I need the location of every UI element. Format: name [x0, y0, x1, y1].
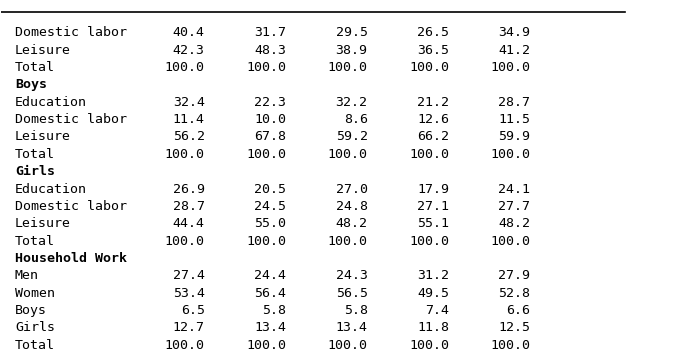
Text: 100.0: 100.0: [247, 148, 286, 161]
Text: 100.0: 100.0: [409, 148, 449, 161]
Text: Girls: Girls: [15, 165, 55, 178]
Text: 10.0: 10.0: [254, 113, 286, 126]
Text: 100.0: 100.0: [409, 235, 449, 248]
Text: 48.2: 48.2: [498, 217, 530, 230]
Text: Boys: Boys: [15, 304, 47, 317]
Text: 11.5: 11.5: [498, 113, 530, 126]
Text: 100.0: 100.0: [165, 339, 205, 352]
Text: 100.0: 100.0: [328, 235, 368, 248]
Text: Domestic labor: Domestic labor: [15, 200, 127, 213]
Text: 40.4: 40.4: [173, 26, 205, 39]
Text: 59.9: 59.9: [498, 130, 530, 143]
Text: 24.5: 24.5: [254, 200, 286, 213]
Text: 17.9: 17.9: [417, 183, 449, 195]
Text: 27.4: 27.4: [173, 269, 205, 282]
Text: 20.5: 20.5: [254, 183, 286, 195]
Text: 24.1: 24.1: [498, 183, 530, 195]
Text: 12.6: 12.6: [417, 113, 449, 126]
Text: Leisure: Leisure: [15, 130, 71, 143]
Text: 100.0: 100.0: [409, 61, 449, 74]
Text: 100.0: 100.0: [165, 235, 205, 248]
Text: Girls: Girls: [15, 321, 55, 335]
Text: 28.7: 28.7: [173, 200, 205, 213]
Text: 7.4: 7.4: [425, 304, 449, 317]
Text: 100.0: 100.0: [328, 339, 368, 352]
Text: 32.2: 32.2: [336, 96, 368, 109]
Text: 42.3: 42.3: [173, 44, 205, 57]
Text: 59.2: 59.2: [336, 130, 368, 143]
Text: 6.5: 6.5: [181, 304, 205, 317]
Text: 52.8: 52.8: [498, 287, 530, 300]
Text: 100.0: 100.0: [247, 339, 286, 352]
Text: 24.3: 24.3: [336, 269, 368, 282]
Text: 100.0: 100.0: [247, 235, 286, 248]
Text: Education: Education: [15, 183, 87, 195]
Text: 100.0: 100.0: [328, 61, 368, 74]
Text: Household Work: Household Work: [15, 252, 127, 265]
Text: 27.9: 27.9: [498, 269, 530, 282]
Text: Total: Total: [15, 235, 55, 248]
Text: 27.0: 27.0: [336, 183, 368, 195]
Text: 67.8: 67.8: [254, 130, 286, 143]
Text: Leisure: Leisure: [15, 217, 71, 230]
Text: 13.4: 13.4: [254, 321, 286, 335]
Text: 48.3: 48.3: [254, 44, 286, 57]
Text: 49.5: 49.5: [417, 287, 449, 300]
Text: 100.0: 100.0: [490, 235, 530, 248]
Text: 6.6: 6.6: [507, 304, 530, 317]
Text: 28.7: 28.7: [498, 96, 530, 109]
Text: 11.8: 11.8: [417, 321, 449, 335]
Text: 36.5: 36.5: [417, 44, 449, 57]
Text: 5.8: 5.8: [344, 304, 368, 317]
Text: Education: Education: [15, 96, 87, 109]
Text: 26.9: 26.9: [173, 183, 205, 195]
Text: 48.2: 48.2: [336, 217, 368, 230]
Text: 53.4: 53.4: [173, 287, 205, 300]
Text: 56.4: 56.4: [254, 287, 286, 300]
Text: 31.2: 31.2: [417, 269, 449, 282]
Text: 24.8: 24.8: [336, 200, 368, 213]
Text: 100.0: 100.0: [490, 148, 530, 161]
Text: 11.4: 11.4: [173, 113, 205, 126]
Text: 21.2: 21.2: [417, 96, 449, 109]
Text: 38.9: 38.9: [336, 44, 368, 57]
Text: 100.0: 100.0: [490, 339, 530, 352]
Text: 55.0: 55.0: [254, 217, 286, 230]
Text: 100.0: 100.0: [165, 148, 205, 161]
Text: 29.5: 29.5: [336, 26, 368, 39]
Text: Total: Total: [15, 339, 55, 352]
Text: 24.4: 24.4: [254, 269, 286, 282]
Text: 22.3: 22.3: [254, 96, 286, 109]
Text: 41.2: 41.2: [498, 44, 530, 57]
Text: 13.4: 13.4: [336, 321, 368, 335]
Text: Total: Total: [15, 61, 55, 74]
Text: 56.2: 56.2: [173, 130, 205, 143]
Text: 27.7: 27.7: [498, 200, 530, 213]
Text: 56.5: 56.5: [336, 287, 368, 300]
Text: 100.0: 100.0: [409, 339, 449, 352]
Text: Boys: Boys: [15, 78, 47, 91]
Text: Domestic labor: Domestic labor: [15, 26, 127, 39]
Text: 44.4: 44.4: [173, 217, 205, 230]
Text: 100.0: 100.0: [247, 61, 286, 74]
Text: 8.6: 8.6: [344, 113, 368, 126]
Text: 55.1: 55.1: [417, 217, 449, 230]
Text: 66.2: 66.2: [417, 130, 449, 143]
Text: 100.0: 100.0: [165, 61, 205, 74]
Text: 27.1: 27.1: [417, 200, 449, 213]
Text: 34.9: 34.9: [498, 26, 530, 39]
Text: 31.7: 31.7: [254, 26, 286, 39]
Text: Men: Men: [15, 269, 39, 282]
Text: 12.5: 12.5: [498, 321, 530, 335]
Text: 100.0: 100.0: [328, 148, 368, 161]
Text: 5.8: 5.8: [262, 304, 286, 317]
Text: 12.7: 12.7: [173, 321, 205, 335]
Text: 100.0: 100.0: [490, 61, 530, 74]
Text: Leisure: Leisure: [15, 44, 71, 57]
Text: Women: Women: [15, 287, 55, 300]
Text: 32.4: 32.4: [173, 96, 205, 109]
Text: Total: Total: [15, 148, 55, 161]
Text: Domestic labor: Domestic labor: [15, 113, 127, 126]
Text: 26.5: 26.5: [417, 26, 449, 39]
